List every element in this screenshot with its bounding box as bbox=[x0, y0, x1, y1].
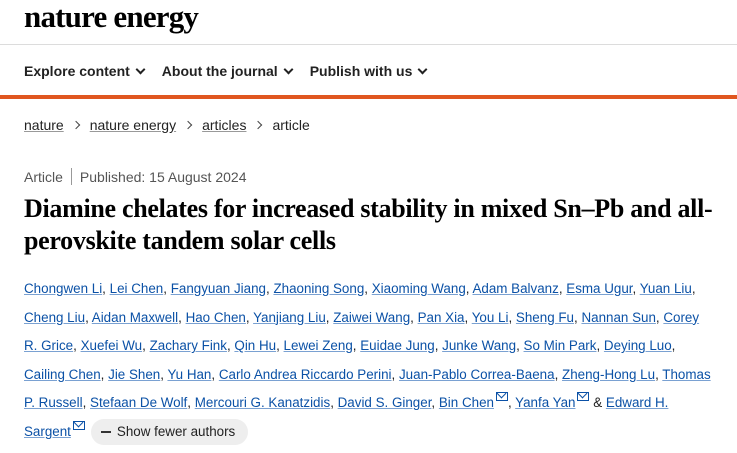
author-link[interactable]: Edward H. Sargent bbox=[24, 395, 669, 439]
author-link[interactable]: Qin Hu bbox=[234, 338, 277, 354]
breadcrumb-current: article bbox=[272, 117, 310, 133]
author-link[interactable]: Sheng Fu bbox=[515, 309, 574, 325]
author-link[interactable]: Yu Han bbox=[167, 366, 212, 382]
breadcrumb-nature[interactable]: nature bbox=[24, 117, 64, 133]
article-meta: Article Published: 15 August 2024 bbox=[24, 168, 246, 185]
author-link[interactable]: Juan-Pablo Correa-Baena bbox=[398, 366, 555, 382]
author-link[interactable]: David S. Ginger bbox=[337, 395, 432, 411]
author-link[interactable]: Xiaoming Wang bbox=[371, 281, 466, 296]
nav-label: Explore content bbox=[24, 63, 130, 79]
breadcrumb-nature-energy[interactable]: nature energy bbox=[89, 117, 177, 133]
author-link[interactable]: Fangyuan Jiang bbox=[170, 281, 266, 296]
author-link[interactable]: Lei Chen bbox=[109, 281, 164, 296]
author-link[interactable]: Bin Chen bbox=[438, 395, 494, 411]
author-link[interactable]: Pan Xia bbox=[417, 309, 465, 325]
article-type: Article bbox=[24, 168, 63, 185]
author-link[interactable]: You Li bbox=[471, 309, 509, 325]
author-link[interactable]: Yanfa Yan bbox=[515, 395, 576, 411]
author-link[interactable]: Chongwen Li bbox=[24, 281, 103, 296]
author-link[interactable]: Hao Chen bbox=[185, 309, 246, 325]
nav-label: Publish with us bbox=[309, 63, 413, 79]
author-link[interactable]: Zhaoning Song bbox=[273, 281, 365, 296]
show-fewer-label: Show fewer authors bbox=[116, 424, 236, 440]
chevron-down-icon bbox=[283, 64, 294, 74]
author-link[interactable]: Lewei Zeng bbox=[283, 338, 353, 354]
author-link[interactable]: Yuan Liu bbox=[639, 281, 692, 296]
masthead: nature energy bbox=[24, 0, 199, 44]
author-link[interactable]: Xuefei Wu bbox=[80, 338, 143, 354]
author-link[interactable]: Carlo Andrea Riccardo Perini bbox=[218, 366, 392, 382]
nav-explore-content[interactable]: Explore content bbox=[24, 63, 146, 79]
nav-publish-with-us[interactable]: Publish with us bbox=[309, 63, 428, 79]
email-icon[interactable] bbox=[577, 392, 590, 402]
chevron-right-icon bbox=[254, 120, 263, 130]
author-link[interactable]: Zheng-Hong Lu bbox=[562, 366, 656, 382]
show-fewer-authors-button[interactable]: Show fewer authors bbox=[90, 419, 249, 446]
author-link[interactable]: Stefaan De Wolf bbox=[90, 395, 188, 411]
header-divider bbox=[0, 44, 737, 45]
chevron-right-icon bbox=[183, 120, 193, 130]
author-link[interactable]: Yanjiang Liu bbox=[253, 309, 326, 325]
author-link[interactable]: Nannan Sun bbox=[581, 309, 656, 325]
author-link[interactable]: Junke Wang bbox=[442, 338, 517, 354]
chevron-down-icon bbox=[135, 64, 146, 74]
chevron-down-icon bbox=[417, 64, 428, 74]
author-link[interactable]: Esma Ugur bbox=[566, 281, 633, 296]
author-link[interactable]: Cheng Liu bbox=[24, 309, 86, 325]
author-link[interactable]: Corey R. Grice bbox=[24, 309, 700, 354]
chevron-right-icon bbox=[71, 120, 80, 130]
author-link[interactable]: Deying Luo bbox=[603, 338, 672, 354]
author-link[interactable]: Cailing Chen bbox=[24, 366, 101, 382]
author-link[interactable]: Aidan Maxwell bbox=[91, 309, 179, 325]
author-link[interactable]: Jie Shen bbox=[108, 366, 161, 382]
journal-logo[interactable]: nature energy bbox=[24, 0, 199, 34]
author-ampersand: & bbox=[593, 395, 603, 411]
published-date: Published: 15 August 2024 bbox=[79, 168, 247, 185]
minus-icon bbox=[100, 431, 111, 434]
breadcrumb: nature nature energy articles article bbox=[24, 117, 310, 133]
author-link[interactable]: Adam Balvanz bbox=[472, 281, 559, 296]
author-link[interactable]: Euidae Jung bbox=[360, 338, 435, 354]
email-icon[interactable] bbox=[72, 420, 85, 430]
author-list: Chongwen Li, Lei Chen, Fangyuan Jiang, Z… bbox=[24, 275, 714, 447]
nav-label: About the journal bbox=[161, 63, 278, 79]
accent-bar bbox=[0, 95, 737, 99]
breadcrumb-articles[interactable]: articles bbox=[202, 117, 247, 133]
author-link[interactable]: Zachary Fink bbox=[149, 338, 227, 354]
author-link[interactable]: Mercouri G. Kanatzidis bbox=[194, 395, 331, 411]
nav-about-journal[interactable]: About the journal bbox=[161, 63, 294, 79]
author-link[interactable]: Zaiwei Wang bbox=[333, 309, 411, 325]
article-title: Diamine chelates for increased stability… bbox=[24, 194, 713, 255]
meta-divider bbox=[70, 168, 72, 185]
main-nav: Explore content About the journal Publis… bbox=[24, 58, 444, 84]
email-icon[interactable] bbox=[495, 392, 508, 402]
author-link[interactable]: Thomas P. Russell bbox=[24, 366, 711, 411]
author-link[interactable]: So Min Park bbox=[523, 338, 597, 354]
